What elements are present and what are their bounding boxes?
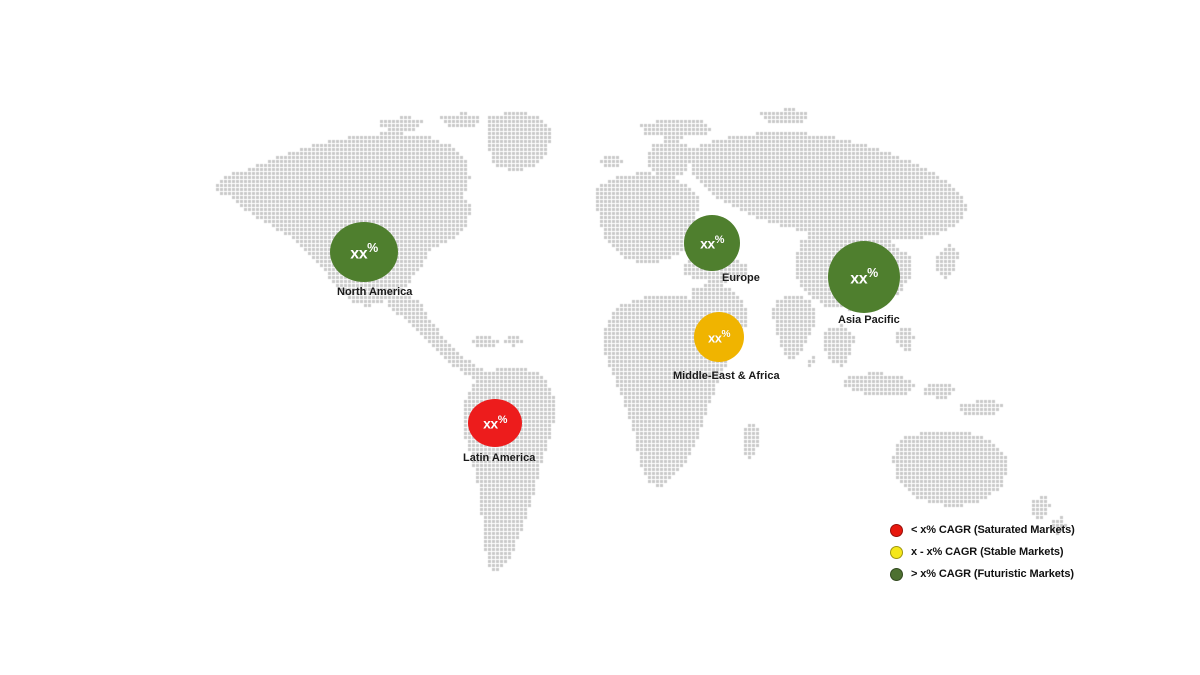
market-bubble-europe[interactable]: xx% [684, 215, 740, 271]
market-bubble-latin-america[interactable]: xx% [468, 399, 522, 447]
region-label-north-america: North America [337, 286, 413, 298]
region-label-middle-east-africa: Middle-East & Africa [673, 370, 780, 382]
legend-item-saturated[interactable]: < x% CAGR (Saturated Markets) [890, 519, 1090, 541]
bubble-value-asia-pacific: xx% [850, 265, 878, 288]
region-label-latin-america: Latin America [463, 452, 536, 464]
bubble-value-latin-america: xx% [483, 414, 507, 432]
legend-dot-stable [890, 545, 903, 559]
legend-label-saturated: < x% CAGR (Saturated Markets) [911, 524, 1075, 536]
bubble-value-middle-east-africa: xx% [708, 328, 730, 346]
legend-label-stable: x - x% CAGR (Stable Markets) [911, 546, 1064, 558]
region-label-europe: Europe [722, 272, 760, 284]
legend-dot-saturated [890, 523, 903, 537]
market-bubble-north-america[interactable]: xx% [330, 222, 398, 282]
legend-dot-futuristic [890, 567, 903, 581]
region-label-asia-pacific: Asia Pacific [838, 314, 900, 326]
bubble-value-north-america: xx% [350, 240, 378, 263]
market-bubble-asia-pacific[interactable]: xx% [828, 241, 900, 313]
legend-label-futuristic: > x% CAGR (Futuristic Markets) [911, 568, 1074, 580]
market-bubble-middle-east-africa[interactable]: xx% [694, 312, 744, 362]
legend-item-futuristic[interactable]: > x% CAGR (Futuristic Markets) [890, 563, 1090, 585]
legend-item-stable[interactable]: x - x% CAGR (Stable Markets) [890, 541, 1090, 563]
bubble-value-europe: xx% [700, 234, 724, 252]
cagr-legend: < x% CAGR (Saturated Markets) x - x% CAGR… [890, 519, 1090, 585]
